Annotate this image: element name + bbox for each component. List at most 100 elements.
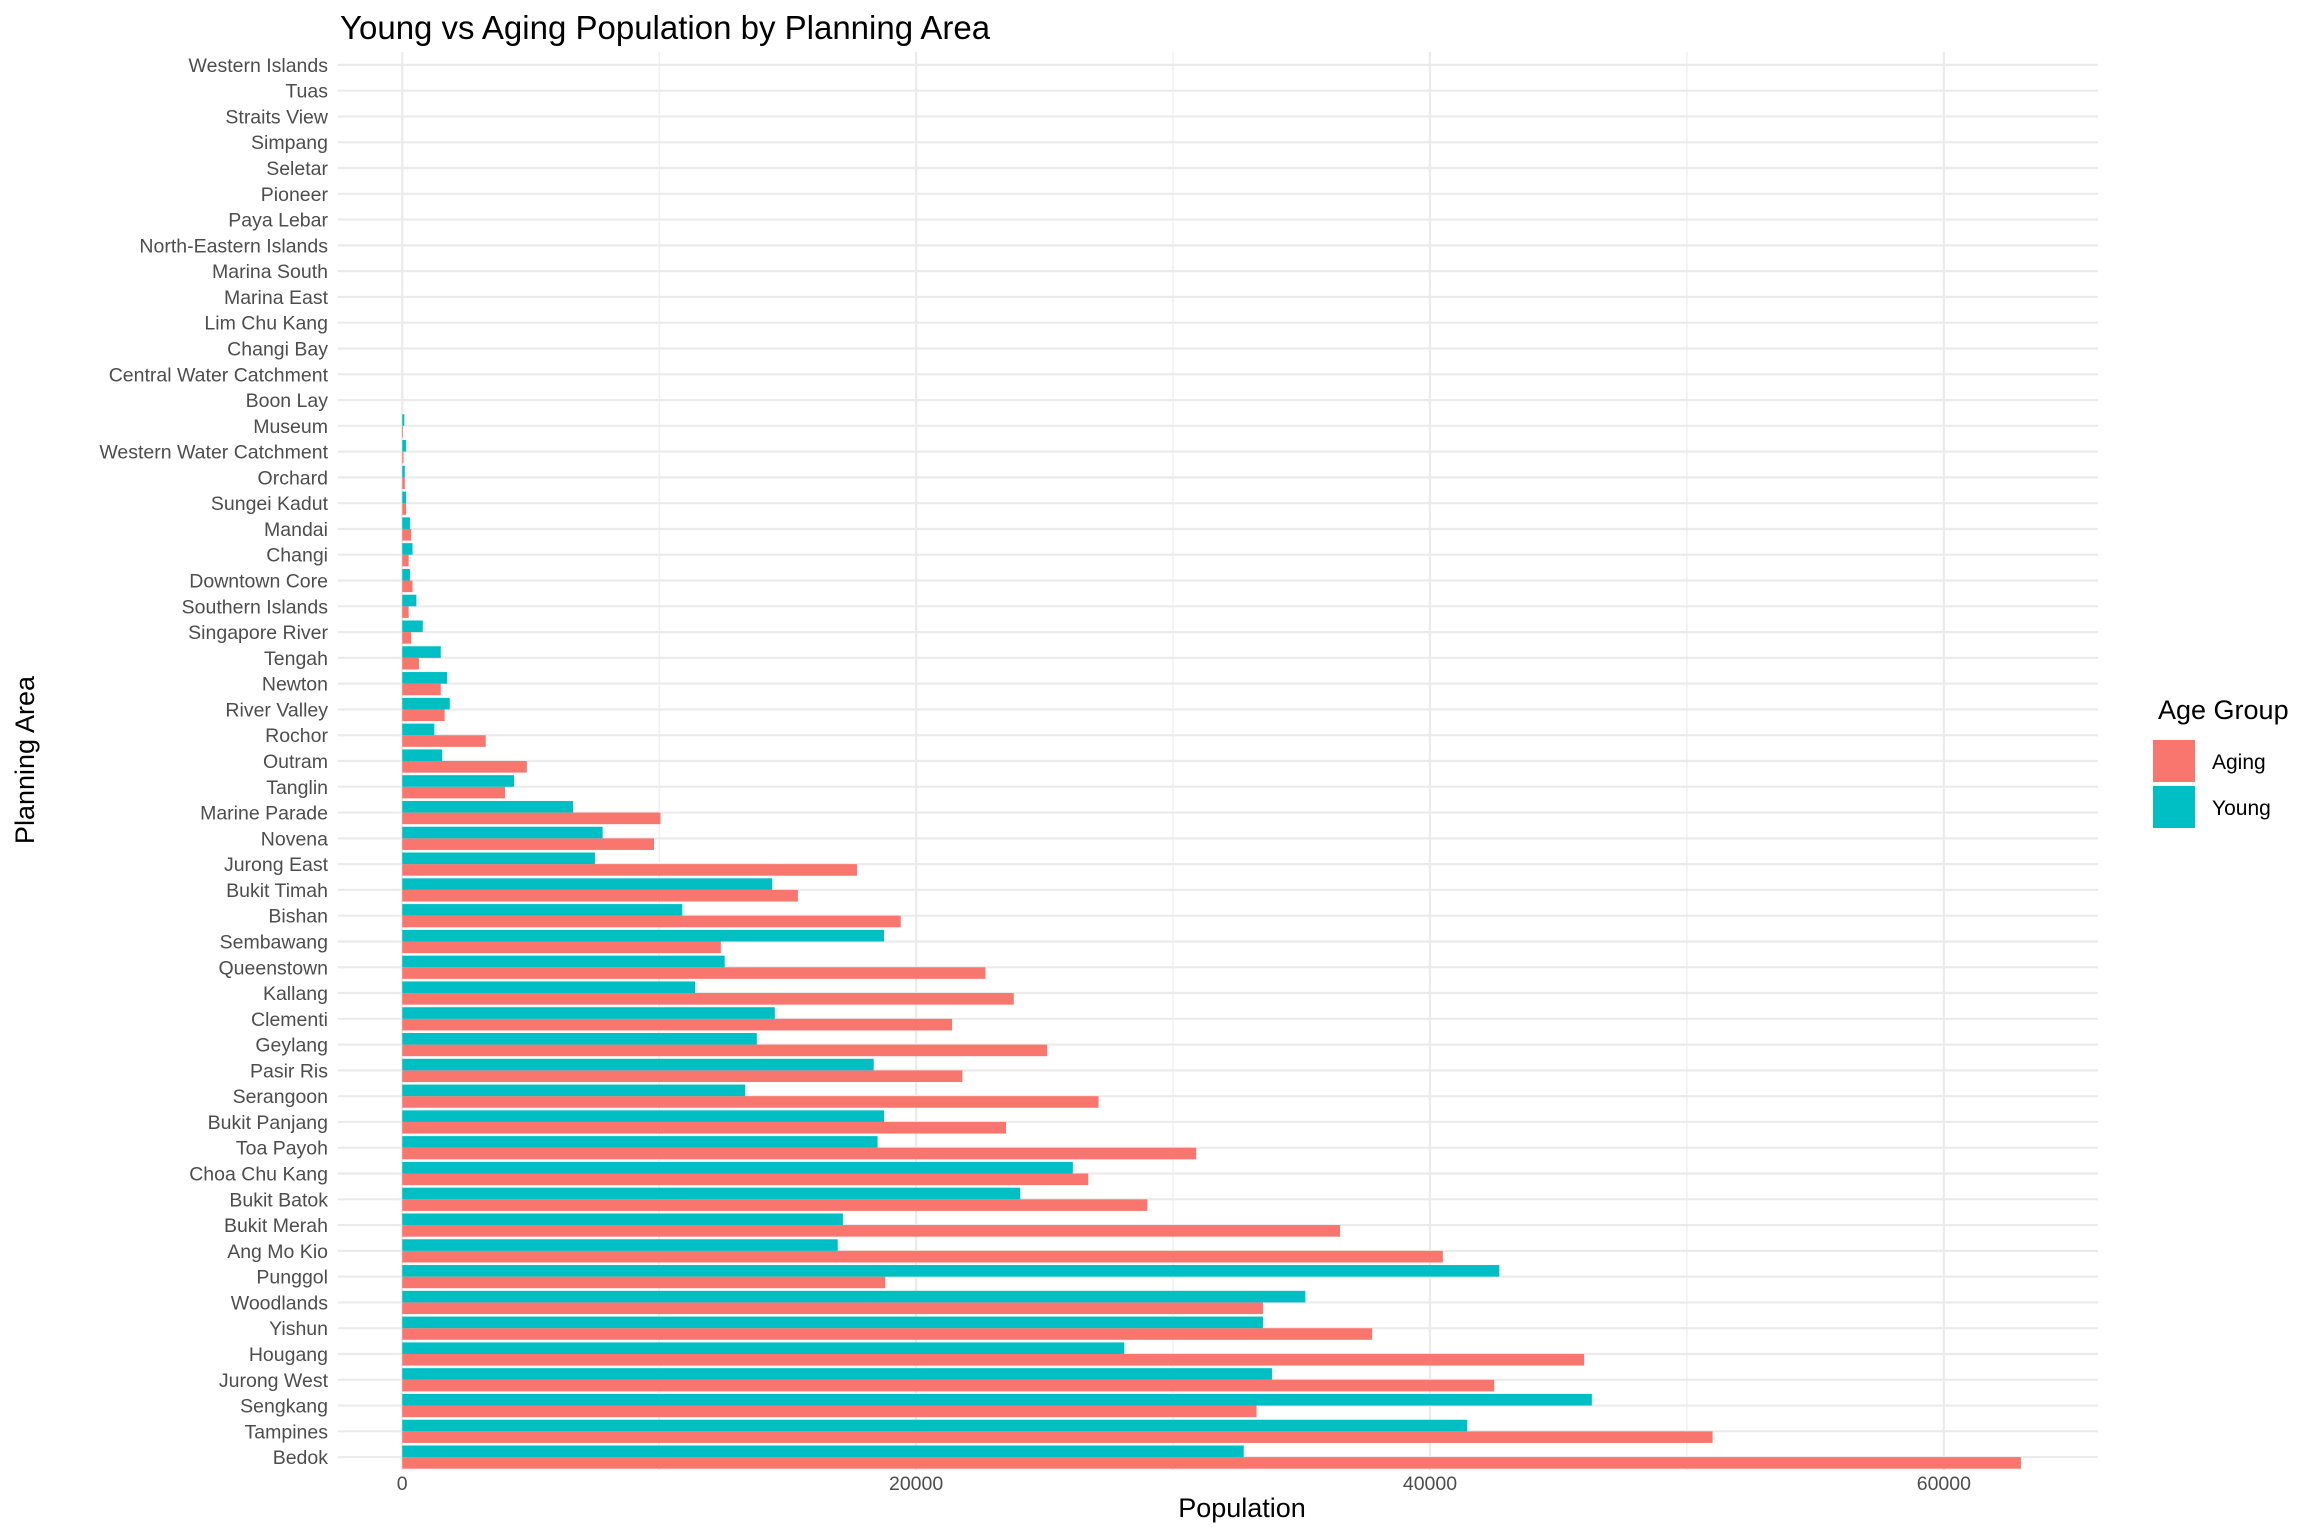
bar-aging-sembawang [402,941,721,954]
y-tick-label: Downtown Core [189,571,328,593]
bar-aging-choa-chu-kang [402,1173,1089,1186]
bar-young-southern-islands [402,594,417,607]
y-tick-label: Marine Parade [200,803,328,825]
bar-young-bukit-timah [402,878,773,890]
bar-aging-bukit-timah [402,889,798,902]
bar-aging-jurong-east [402,864,858,876]
y-tick-label: Mandai [264,519,328,541]
bar-aging-downtown-core [402,580,413,593]
y-tick-label: Straits View [225,106,329,128]
bar-aging-southern-islands [402,606,409,618]
bar-aging-bedok [402,1457,2021,1469]
bar-aging-outram [402,761,527,773]
x-tick-label: 20000 [889,1473,943,1495]
bar-young-marine-parade [402,800,574,813]
bar-aging-yishun [402,1328,1373,1340]
bar-aging-singapore-river [402,632,412,644]
x-axis-title: Population [1178,1493,1306,1523]
y-tick-label: Museum [253,416,328,438]
legend-swatch-aging [2153,740,2195,782]
bar-aging-orchard [402,477,405,490]
bar-young-tampines [402,1419,1468,1432]
y-tick-label: Tengah [264,648,328,670]
y-tick-label: Ang Mo Kio [227,1241,328,1263]
bar-aging-tanglin [402,786,506,799]
bar-aging-changi [402,554,409,567]
y-tick-label: Changi Bay [227,338,328,360]
bar-aging-tampines [402,1431,1713,1443]
y-tick-label: Southern Islands [182,596,329,618]
y-tick-label: Simpang [251,132,328,154]
bar-aging-toa-payoh [402,1147,1197,1160]
bar-young-newton [402,672,448,684]
bar-young-pasir-ris [402,1058,874,1071]
bar-aging-bishan [402,915,901,928]
bar-aging-bukit-batok [402,1199,1148,1211]
bar-aging-serangoon [402,1096,1099,1108]
bar-aging-sungei-kadut [402,503,407,515]
bar-young-jurong-west [402,1368,1272,1380]
bar-aging-bukit-panjang [402,1121,1007,1134]
bar-young-novena [402,826,603,839]
bar-aging-queenstown [402,967,986,979]
bar-young-bukit-merah [402,1213,843,1226]
y-tick-label: Orchard [258,467,328,489]
bar-young-museum [402,414,405,426]
bar-aging-bukit-merah [402,1225,1341,1237]
bar-young-western-water-catchment [402,440,407,452]
y-tick-label: Queenstown [219,957,329,979]
y-tick-label: Yishun [269,1318,328,1340]
y-tick-label: Jurong West [219,1370,329,1392]
bar-young-singapore-river [402,620,423,633]
bar-aging-hougang [402,1353,1585,1366]
y-tick-label: Punggol [256,1267,328,1289]
bar-aging-mandai [402,528,412,541]
bar-young-jurong-east [402,852,595,865]
bar-young-choa-chu-kang [402,1161,1073,1174]
y-tick-label: Lim Chu Kang [204,313,328,335]
bar-aging-woodlands [402,1302,1263,1315]
bar-young-rochor [402,723,435,736]
bar-aging-river-valley [402,709,445,722]
bar-young-queenstown [402,955,725,968]
y-tick-label: Jurong East [224,854,329,876]
y-tick-label: Outram [263,751,328,773]
y-tick-label: River Valley [225,699,328,721]
y-tick-label: Toa Payoh [236,1138,328,1160]
y-tick-label: Sungei Kadut [211,493,329,515]
bar-aging-tengah [402,657,419,670]
y-tick-label: Serangoon [233,1086,328,1108]
bars [402,414,2021,1469]
bar-aging-rochor [402,735,486,747]
bar-young-bishan [402,904,683,916]
bar-young-mandai [402,517,410,529]
bar-young-toa-payoh [402,1136,878,1148]
bar-aging-geylang [402,1044,1048,1057]
bar-young-geylang [402,1032,757,1045]
bar-young-clementi [402,1007,775,1019]
y-tick-label: Western Islands [189,55,329,77]
y-tick-labels: Bedok Tampines Sengkang Jurong West Hougang Y… [99,55,329,1469]
bar-aging-western-water-catchment [402,451,404,464]
x-tick-label: 60000 [1917,1473,1971,1495]
bar-young-sungei-kadut [402,491,407,504]
bar-aging-pasir-ris [402,1070,963,1082]
y-tick-label: Rochor [265,725,328,747]
y-tick-label: Kallang [263,983,328,1005]
y-tick-label: Woodlands [231,1292,328,1314]
bar-aging-novena [402,838,655,850]
y-tick-label: Bukit Timah [226,880,328,902]
y-tick-label: Western Water Catchment [99,442,328,464]
bar-aging-jurong-west [402,1379,1495,1392]
bar-young-ang-mo-kio [402,1239,838,1251]
y-tick-label: Newton [262,674,328,696]
bar-aging-museum [402,425,404,438]
x-tick-label: 40000 [1403,1473,1457,1495]
bar-young-tanglin [402,775,514,787]
bar-young-sengkang [402,1393,1592,1406]
y-tick-label: Tanglin [266,777,328,799]
legend-swatch-young [2153,786,2195,828]
y-tick-label: Geylang [255,1035,328,1057]
bar-aging-newton [402,683,441,696]
